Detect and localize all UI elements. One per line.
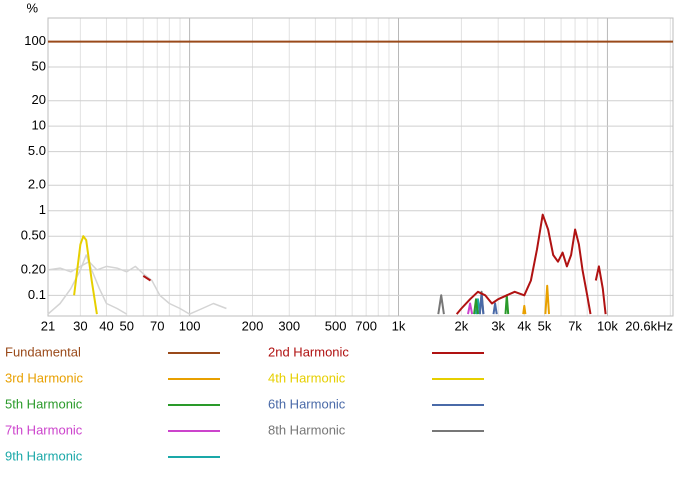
series-line: [467, 302, 474, 315]
legend-label: 5th Harmonic: [5, 396, 83, 411]
legend-label: 4th Harmonic: [268, 370, 346, 385]
faint-trace: [47, 254, 128, 315]
legend-label: 8th Harmonic: [268, 422, 346, 437]
x-tick-label: 200: [242, 318, 264, 333]
x-tick-label: 500: [325, 318, 347, 333]
x-tick-label: 2k: [455, 318, 469, 333]
x-tick-label: 700: [355, 318, 377, 333]
legend-label: Fundamental: [5, 344, 81, 359]
x-tick-label: 70: [150, 318, 164, 333]
legend-label: 2nd Harmonic: [268, 344, 349, 359]
legend-label: 7th Harmonic: [5, 422, 83, 437]
x-tick-label: 1k: [392, 318, 406, 333]
y-tick-label: 2.0: [28, 177, 46, 192]
y-tick-label: 0.20: [21, 261, 46, 276]
y-tick-label: 50: [32, 58, 46, 73]
x-tick-label: 40: [99, 318, 113, 333]
y-tick-label: 1: [39, 202, 46, 217]
y-tick-label: 5.0: [28, 143, 46, 158]
y-tick-label: 0.1: [28, 287, 46, 302]
x-tick-label: 21: [41, 318, 55, 333]
x-tick-label: 30: [73, 318, 87, 333]
plot-frame: [47, 17, 674, 317]
x-tick-label: 10k: [597, 318, 618, 333]
y-axis-label: %: [26, 0, 38, 15]
faint-trace: [47, 260, 227, 315]
x-tick-label: 50: [119, 318, 133, 333]
x-tick-label: 4k: [517, 318, 531, 333]
series-line: [478, 294, 498, 315]
series-line: [142, 213, 607, 315]
y-tick-label: 0.50: [21, 228, 46, 243]
x-tick-label: 20.6kHz: [625, 318, 673, 333]
y-tick-label: 100: [24, 33, 46, 48]
legend-label: 9th Harmonic: [5, 448, 83, 463]
x-tick-label: 300: [278, 318, 300, 333]
y-tick-label: 10: [32, 118, 46, 133]
x-tick-label: 3k: [491, 318, 505, 333]
x-tick-label: 100: [179, 318, 201, 333]
series-line: [522, 284, 550, 315]
legend-label: 3rd Harmonic: [5, 370, 84, 385]
x-tick-label: 7k: [568, 318, 582, 333]
series-line: [73, 235, 98, 315]
legend-label: 6th Harmonic: [268, 396, 346, 411]
x-tick-label: 5k: [538, 318, 552, 333]
y-tick-label: 20: [32, 92, 46, 107]
